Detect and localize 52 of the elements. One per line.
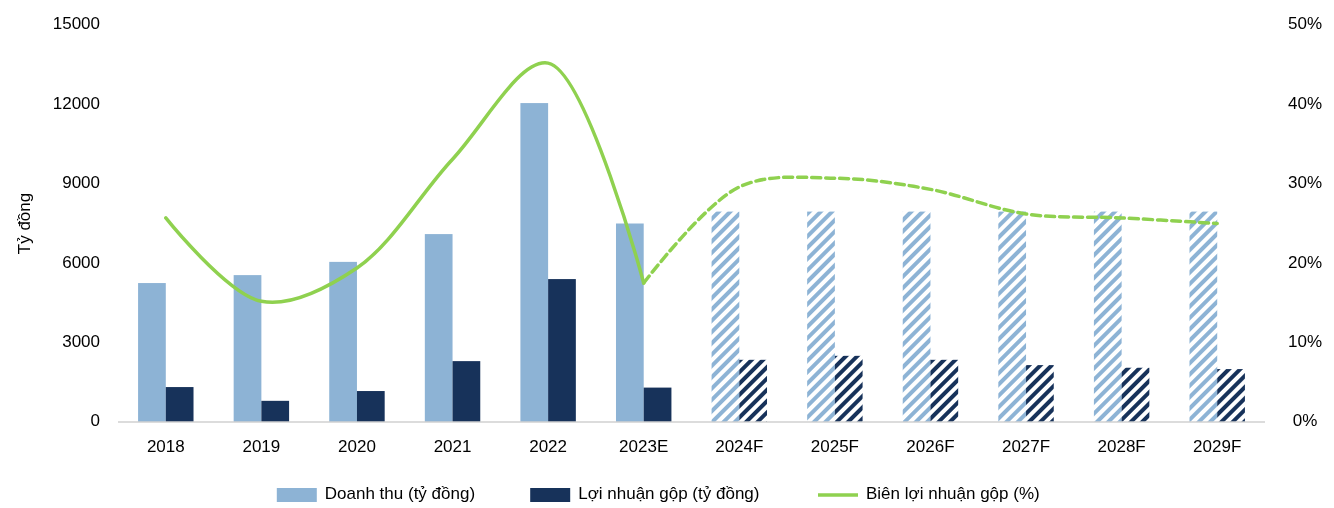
y-axis-title: Tỷ đồng xyxy=(15,192,35,255)
x-tick-label: 2028F xyxy=(1097,437,1146,457)
bar xyxy=(711,211,740,422)
bar xyxy=(1121,367,1150,422)
bar xyxy=(1093,211,1122,422)
y-tick-label: 6000 xyxy=(62,252,100,272)
y-tick-label: 12000 xyxy=(52,93,100,113)
x-tick-label: 2025F xyxy=(810,437,859,457)
bar xyxy=(261,400,290,422)
bar xyxy=(615,223,644,422)
y2-tick-label: 20% xyxy=(1287,252,1323,272)
bar xyxy=(520,103,549,422)
y-tick-label: 9000 xyxy=(62,173,100,193)
bar xyxy=(356,391,385,422)
x-tick-label: 2022 xyxy=(529,437,568,457)
bar xyxy=(1026,365,1054,422)
x-tick-label: 2026F xyxy=(906,437,955,457)
x-tick-label: 2029F xyxy=(1193,437,1242,457)
legend-label: Doanh thu (tỷ đồng) xyxy=(324,484,476,504)
legend-label: Lợi nhuận gộp (tỷ đồng) xyxy=(578,484,760,504)
bar xyxy=(739,359,768,422)
x-tick-label: 2019 xyxy=(242,437,281,457)
y2-tick-label: 10% xyxy=(1287,332,1323,352)
bar xyxy=(424,234,453,422)
bar xyxy=(548,279,576,422)
bar xyxy=(1217,369,1245,422)
y-tick-label: 0 xyxy=(90,411,100,431)
bar xyxy=(834,355,863,422)
x-tick-label: 2020 xyxy=(338,437,376,457)
x-tick-label: 2021 xyxy=(433,437,472,457)
x-tick-label: 2024F xyxy=(715,437,764,457)
y-tick-label: 3000 xyxy=(62,332,100,352)
bar xyxy=(138,283,166,422)
bar xyxy=(233,275,262,422)
bar xyxy=(902,211,931,422)
y2-tick-label: 0% xyxy=(1292,411,1318,431)
bar xyxy=(1189,211,1218,422)
bar xyxy=(930,359,959,422)
bar xyxy=(998,211,1027,422)
y2-tick-label: 50% xyxy=(1287,14,1323,34)
bar xyxy=(452,361,481,422)
bar xyxy=(807,211,835,422)
y2-tick-label: 40% xyxy=(1287,93,1323,113)
x-tick-label: 2018 xyxy=(146,437,185,457)
x-tick-label: 2023E xyxy=(619,437,669,457)
x-tick-label: 2027F xyxy=(1001,437,1051,457)
bar xyxy=(329,261,357,422)
bar xyxy=(643,387,672,422)
bar xyxy=(165,387,194,422)
y2-tick-label: 30% xyxy=(1287,173,1323,193)
legend-label: Biên lợi nhuận gộp (%) xyxy=(866,484,1040,504)
y-tick-label: 15000 xyxy=(52,14,100,34)
